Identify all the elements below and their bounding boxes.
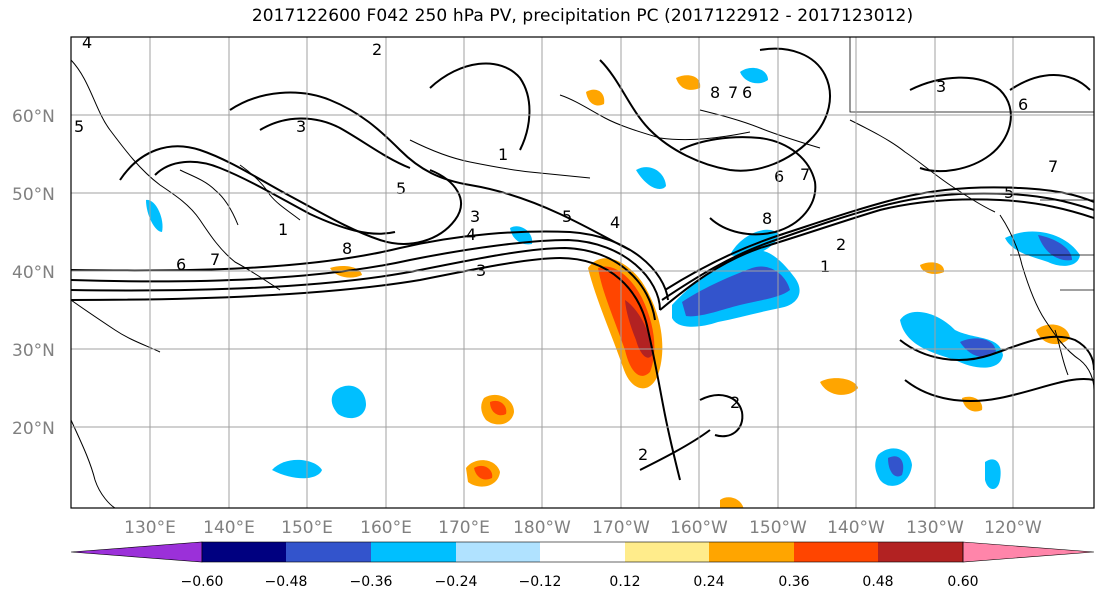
contour-label: 3 — [936, 77, 946, 96]
lon-label: 160°W — [670, 518, 728, 538]
contour-label: 1 — [498, 145, 508, 164]
contour-label-layer: 4 2 5 3 1 8 7 6 3 4 5 1 6 7 8 3 4 2 1 7 … — [74, 33, 1058, 464]
precip-negative-cell-d — [985, 459, 1001, 489]
contour-label: 4 — [466, 225, 476, 244]
colorbar-bin — [540, 542, 625, 562]
contour-label: 4 — [82, 33, 92, 52]
precip-negative-cell-b — [272, 459, 322, 479]
contour-label: 5 — [74, 117, 84, 136]
lat-label: 20°N — [12, 419, 55, 439]
lat-label: 50°N — [12, 185, 55, 205]
lon-label: 160°E — [360, 518, 412, 538]
contour-label: 5 — [396, 179, 406, 198]
lat-label: 40°N — [12, 263, 55, 283]
precip-shading — [146, 67, 1080, 508]
precip-negative-cell-a — [331, 385, 366, 419]
contour-label: 2 — [638, 445, 648, 464]
colorbar-bin — [456, 542, 540, 562]
colorbar-bin — [286, 542, 371, 562]
precip-negative-cell-e — [636, 167, 666, 189]
contour-label: 7 — [800, 165, 810, 184]
contour-label: 7 — [210, 250, 220, 269]
precip-positive-cell-h — [962, 396, 983, 412]
lon-label: 130°E — [124, 518, 176, 538]
contour-label: 4 — [610, 213, 620, 232]
precip-negative-east-core — [960, 338, 996, 358]
colorbar-bin — [625, 542, 709, 562]
colorbar-tick-label: −0.60 — [181, 574, 224, 590]
precip-positive-cell-a-core — [490, 400, 507, 416]
colorbar-tick-label: −0.12 — [519, 574, 562, 590]
lat-label: 60°N — [12, 107, 55, 127]
precip-positive-cell-d — [1036, 324, 1070, 345]
contour-label: 2 — [730, 393, 740, 412]
colorbar-tick-label: −0.24 — [435, 574, 478, 590]
contour-label: 8 — [710, 83, 720, 102]
contour-label: 1 — [820, 257, 830, 276]
lon-label: 150°W — [749, 518, 807, 538]
colorbar-bin — [202, 542, 286, 562]
colorbar-extend-high — [962, 541, 1095, 563]
colorbar-tick-label: 0.24 — [693, 574, 724, 590]
contour-label: 3 — [296, 117, 306, 136]
contour-label: 8 — [342, 239, 352, 258]
pv-contours — [71, 47, 1094, 481]
lon-label: 130°W — [906, 518, 964, 538]
chart-title: 2017122600 F042 250 hPa PV, precipitatio… — [251, 6, 914, 26]
lat-label: 30°N — [12, 341, 55, 361]
precip-positive-cell-e — [586, 89, 605, 106]
colorbar-tick-label: −0.48 — [265, 574, 308, 590]
contour-label: 7 — [728, 83, 738, 102]
precip-negative-cell-f — [740, 67, 768, 84]
colorbar-tick-label: −0.36 — [350, 574, 393, 590]
precip-positive-band-max — [625, 300, 652, 358]
precip-positive-cell-f — [676, 75, 701, 90]
colorbar-tick-labels: −0.60 −0.48 −0.36 −0.24 −0.12 0.12 0.24 … — [181, 574, 979, 590]
precip-positive-cell-c — [820, 378, 858, 395]
precip-positive-cell-b-core — [474, 465, 493, 480]
colorbar-bin — [794, 542, 878, 562]
contour-label: 2 — [372, 40, 382, 59]
colorbar-bin — [371, 542, 456, 562]
contour-label: 2 — [836, 235, 846, 254]
lon-label: 180°W — [513, 518, 571, 538]
contour-label: 8 — [762, 209, 772, 228]
lon-label: 140°W — [827, 518, 885, 538]
lon-label: 120°W — [984, 518, 1042, 538]
colorbar-bin — [878, 542, 963, 562]
colorbar-tick-label: 0.36 — [778, 574, 809, 590]
contour-label: 6 — [774, 167, 784, 186]
precip-negative-cell-g — [146, 199, 163, 232]
precip-negative-coast-core — [1038, 235, 1072, 261]
contour-label: 3 — [470, 207, 480, 226]
colorbar-tick-label: 0.12 — [609, 574, 640, 590]
map-gridlines — [71, 37, 1094, 508]
colorbar-tick-label: 0.60 — [947, 574, 978, 590]
contour-label: 6 — [1018, 95, 1028, 114]
precip-negative-cell-c-core — [888, 456, 904, 477]
lon-label: 140°E — [203, 518, 255, 538]
precip-positive-cell-j — [720, 497, 744, 508]
lon-label: 170°E — [438, 518, 490, 538]
contour-label: 1 — [278, 220, 288, 239]
lon-label: 170°W — [592, 518, 650, 538]
contour-label: 5 — [562, 207, 572, 226]
precip-positive-cell-g — [920, 262, 945, 274]
coastlines — [71, 59, 1094, 508]
colorbar-tick-label: 0.48 — [862, 574, 893, 590]
contour-label: 7 — [1048, 157, 1058, 176]
colorbar-extend-low — [70, 541, 203, 563]
lon-label: 150°E — [281, 518, 333, 538]
colorbar-frame — [201, 541, 964, 563]
precip-negative-band-core — [682, 266, 790, 317]
map-frame — [70, 36, 1095, 509]
colorbar — [70, 541, 1095, 563]
colorbar-bin — [709, 542, 794, 562]
contour-label: 6 — [742, 83, 752, 102]
contour-label: 6 — [176, 255, 186, 274]
